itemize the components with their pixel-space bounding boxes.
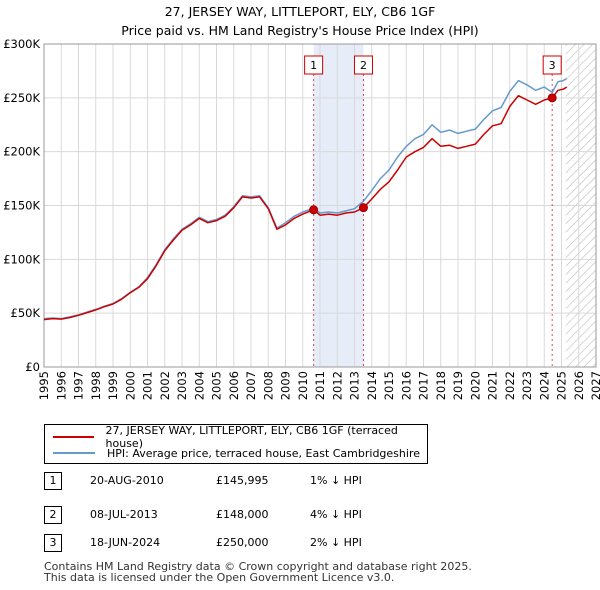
x-tick-label: 2019 — [451, 371, 465, 400]
plot-frame — [43, 43, 597, 368]
y-tick-label: £300K — [3, 37, 40, 51]
transaction-hpi-diff: 2% ↓ HPI — [310, 536, 362, 549]
x-tick-label: 2020 — [468, 371, 482, 400]
footer-copyright: Contains HM Land Registry data © Crown c… — [44, 560, 472, 573]
footer-note: Contains HM Land Registry data © Crown c… — [44, 561, 472, 583]
transaction-number-badge: 3 — [44, 534, 62, 552]
transaction-number-badge: 2 — [44, 506, 62, 524]
x-tick-label: 2007 — [244, 371, 258, 400]
y-tick-label: £0 — [25, 360, 40, 374]
x-tick-label: 2009 — [279, 371, 293, 400]
transaction-marker-label: 1 — [310, 59, 317, 72]
x-tick-label: 2012 — [330, 371, 344, 400]
x-tick-label: 2010 — [296, 371, 310, 400]
legend-item-property: 27, JERSEY WAY, LITTLEPORT, ELY, CB6 1GF… — [53, 424, 427, 450]
y-tick-label: £150K — [3, 199, 40, 213]
x-tick-label: 2001 — [141, 371, 155, 400]
transaction-marker-box — [304, 55, 324, 75]
x-tick-label: 2016 — [399, 371, 413, 400]
transaction-row: 1 20-AUG-2010 £145,995 1% ↓ HPI — [44, 472, 464, 492]
x-tick-label: 2005 — [210, 371, 224, 400]
chart-title-block: 27, JERSEY WAY, LITTLEPORT, ELY, CB6 1GF… — [0, 2, 600, 40]
x-tick-label: 2027 — [589, 371, 600, 400]
x-tick-label: 1999 — [106, 371, 120, 400]
x-tick-label: 2000 — [123, 371, 137, 400]
x-tick-label: 2011 — [313, 371, 327, 400]
transaction-date: 08-JUL-2013 — [90, 508, 158, 521]
x-tick-label: 1997 — [72, 371, 86, 400]
y-tick-label: £200K — [3, 145, 40, 159]
transaction-row: 2 08-JUL-2013 £148,000 4% ↓ HPI — [44, 506, 464, 526]
x-tick-label: 2025 — [555, 371, 569, 400]
transaction-point — [547, 93, 557, 103]
x-tick-label: 2024 — [537, 371, 551, 400]
x-tick-label: 2013 — [348, 371, 362, 400]
x-tick-label: 2004 — [192, 371, 206, 400]
transaction-marker-box — [353, 55, 373, 75]
price-chart: £0 £50K £100K £150K £200K £250K £300K 1995 1996 1… — [3, 37, 600, 400]
x-tick-label: 2021 — [486, 371, 500, 400]
transaction-point — [358, 203, 368, 213]
transaction-marker-label: 3 — [549, 59, 556, 72]
x-tick-label: 2003 — [175, 371, 189, 400]
transaction-date: 20-AUG-2010 — [90, 474, 164, 487]
transaction-price: £148,000 — [216, 508, 269, 521]
legend-item-hpi: HPI: Average price, terraced house, East… — [53, 445, 420, 461]
legend-label-hpi: HPI: Average price, terraced house, East… — [107, 446, 420, 460]
footer-licence: This data is licensed under the Open Gov… — [44, 571, 395, 584]
transaction-hpi-diff: 1% ↓ HPI — [310, 474, 362, 487]
x-tick-label: 2017 — [417, 371, 431, 400]
y-tick-label: £100K — [3, 252, 40, 266]
legend: 27, JERSEY WAY, LITTLEPORT, ELY, CB6 1GF… — [44, 424, 428, 464]
transaction-marker-label: 2 — [360, 59, 367, 72]
x-tick-label: 2026 — [572, 371, 586, 400]
x-tick-label: 1996 — [54, 371, 68, 400]
transaction-point — [309, 205, 319, 215]
transaction-price: £145,995 — [216, 474, 269, 487]
x-tick-label: 2023 — [520, 371, 534, 400]
x-tick-label: 2006 — [227, 371, 241, 400]
chart-title: 27, JERSEY WAY, LITTLEPORT, ELY, CB6 1GF — [164, 4, 436, 19]
transaction-hpi-diff: 4% ↓ HPI — [310, 508, 362, 521]
legend-swatch-property — [53, 436, 94, 438]
x-tick-label: 2008 — [261, 371, 275, 400]
transaction-row: 3 18-JUN-2024 £250,000 2% ↓ HPI — [44, 534, 464, 554]
legend-label-property: 27, JERSEY WAY, LITTLEPORT, ELY, CB6 1GF… — [105, 424, 398, 450]
y-tick-label: £50K — [11, 306, 41, 320]
transaction-number-badge: 1 — [44, 472, 62, 490]
x-tick-label: 2022 — [503, 371, 517, 400]
y-tick-label: £250K — [3, 91, 40, 105]
x-tick-label: 2015 — [382, 371, 396, 400]
transaction-date: 18-JUN-2024 — [90, 536, 161, 549]
x-tick-label: 1998 — [89, 371, 103, 400]
x-tick-label: 2002 — [158, 371, 172, 400]
x-tick-label: 2014 — [365, 371, 379, 400]
x-tick-label: 2018 — [434, 371, 448, 400]
transaction-marker-box — [542, 55, 562, 75]
legend-swatch-hpi — [53, 452, 95, 454]
chart-subtitle: Price paid vs. HM Land Registry's House … — [121, 23, 479, 38]
transaction-price: £250,000 — [216, 536, 269, 549]
x-tick-label: 1995 — [37, 371, 51, 400]
